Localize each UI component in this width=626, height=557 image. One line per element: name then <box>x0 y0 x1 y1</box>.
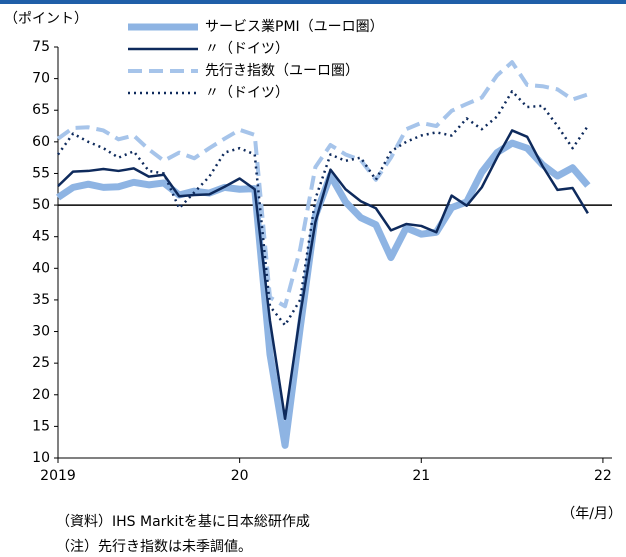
y-tick-label: 20 <box>32 387 50 403</box>
legend-label: 〃（ドイツ） <box>205 41 289 57</box>
y-tick-label: 10 <box>32 450 50 466</box>
series-line <box>56 139 591 449</box>
y-tick-label: 50 <box>32 197 50 213</box>
y-tick-label: 30 <box>32 324 50 340</box>
legend-label: 先行き指数（ユーロ圏） <box>205 63 359 79</box>
y-axis-label: （ポイント） <box>4 11 88 27</box>
series-line <box>56 60 589 309</box>
top-bar <box>0 0 626 4</box>
legend-label: 〃（ドイツ） <box>205 85 289 101</box>
y-tick-label: 15 <box>32 418 50 434</box>
y-tick-label: 45 <box>32 229 50 245</box>
x-tick-label: 20 <box>231 468 249 484</box>
source-note: （資料）IHS Markitを基に日本総研作成 <box>56 513 310 530</box>
y-tick-label: 40 <box>32 260 50 276</box>
x-tick-label: 22 <box>594 468 612 484</box>
series-line <box>56 90 589 327</box>
y-tick-label: 35 <box>32 292 50 308</box>
x-unit: （年/月） <box>561 506 622 522</box>
y-tick-label: 70 <box>32 71 50 87</box>
y-tick-label: 65 <box>32 102 50 118</box>
y-tick-label: 55 <box>32 165 50 181</box>
y-tick-label: 25 <box>32 355 50 371</box>
series-line <box>57 129 589 421</box>
x-tick-label: 2019 <box>40 468 76 484</box>
note: （注）先行き指数は未季調値。 <box>56 539 252 555</box>
legend-label: サービス業PMI（ユーロ圏） <box>205 19 384 35</box>
x-tick-label: 21 <box>412 468 430 484</box>
y-tick-label: 60 <box>32 134 50 150</box>
y-tick-label: 75 <box>32 39 50 55</box>
